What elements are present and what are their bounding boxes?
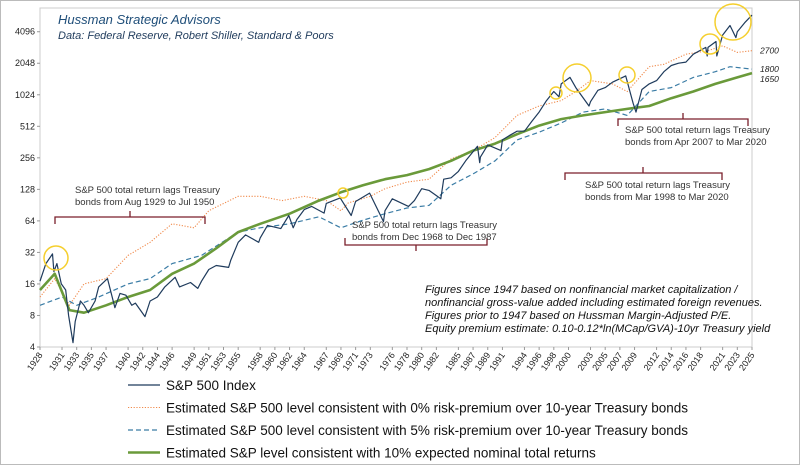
highlight [714, 3, 752, 41]
end-label: 1650 [760, 74, 779, 84]
y-tick-label: 8 [30, 310, 35, 320]
y-tick-label: 512 [20, 121, 35, 131]
y-tick-label: 256 [20, 153, 35, 163]
end-label: 2700 [759, 46, 779, 56]
y-tick-label: 64 [25, 216, 35, 226]
brackets [54, 113, 749, 251]
y-tick-label: 4096 [15, 27, 35, 37]
highlight [337, 187, 349, 199]
annotation: bonds from Mar 1998 to Mar 2020 [585, 192, 729, 203]
annotation: S&P 500 total return lags Treasury [625, 125, 770, 136]
series-line [39, 66, 753, 306]
y-tick-label: 32 [25, 247, 35, 257]
legend-label: S&P 500 Index [166, 378, 256, 393]
legend-label: Estimated S&P 500 level consistent with … [166, 423, 688, 438]
legend-label: Estimated S&P level consistent with 10% … [166, 446, 596, 461]
bracket [564, 167, 723, 180]
bracket [344, 238, 488, 251]
marks [39, 14, 753, 344]
annotation: S&P 500 total return lags Treasury [585, 180, 730, 191]
chart-title: Hussman Strategic Advisors [58, 12, 221, 27]
highlight [549, 86, 563, 100]
bracket [54, 211, 206, 224]
y-tick-label: 2048 [15, 58, 35, 68]
highlight [562, 63, 592, 93]
highlight [43, 245, 69, 271]
note: nonfinancial gross-value added including… [425, 297, 763, 309]
highlight [699, 33, 721, 55]
annotation: bonds from Dec 1968 to Dec 1987 [352, 232, 497, 243]
highlight-circles [43, 3, 752, 271]
y-tick-label: 4 [30, 342, 35, 352]
chart-subtitle: Data: Federal Reserve, Robert Shiller, S… [58, 30, 334, 42]
annotation: bonds from Apr 2007 to Mar 2020 [625, 137, 767, 148]
annotation: S&P 500 total return lags Treasury [75, 185, 220, 196]
series-line [39, 14, 753, 344]
annotation: S&P 500 total return lags Treasury [352, 220, 497, 231]
y-tick-label: 16 [25, 279, 35, 289]
highlight [618, 66, 636, 84]
end-label: 1800 [760, 64, 779, 74]
legend-label: Estimated S&P 500 level consistent with … [166, 401, 688, 416]
y-tick-label: 1024 [15, 90, 35, 100]
series-line [39, 71, 753, 314]
annotation: bonds from Aug 1929 to Jul 1950 [75, 197, 214, 208]
note: Equity premium estimate: 0.10-0.12*ln(MC… [425, 323, 771, 335]
bracket [617, 113, 749, 126]
y-tick-label: 128 [20, 184, 35, 194]
series-line [39, 45, 753, 306]
note: Figures prior to 1947 based on Hussman M… [425, 310, 731, 322]
note: Figures since 1947 based on nonfinancial… [425, 284, 738, 296]
